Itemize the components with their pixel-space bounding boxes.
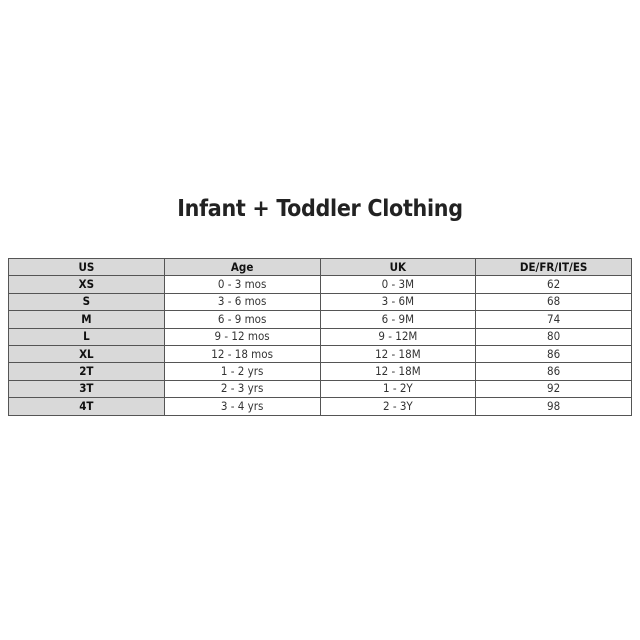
cell-eu: 86 <box>475 344 632 364</box>
cell-age: 3 - 6 mos <box>163 292 321 312</box>
table-row: XL 12 - 18 mos 12 - 18M 86 <box>8 344 632 364</box>
cell-uk: 9 - 12M <box>319 327 477 346</box>
cell-uk: 12 - 18M <box>319 362 477 381</box>
size-chart-table: US Age UK DE/FR/IT/ES XS 0 - 3 mos 0 - 3M 6… <box>8 257 632 416</box>
cell-us: 3T <box>8 379 165 399</box>
cell-age: 6 - 9 mos <box>163 310 321 329</box>
cell-eu: 62 <box>475 275 632 294</box>
cell-us: 2T <box>8 362 165 381</box>
table-header-row: US Age UK DE/FR/IT/ES <box>8 257 632 277</box>
cell-eu: 86 <box>475 362 632 381</box>
header-eu: DE/FR/IT/ES <box>475 257 632 277</box>
table-row: 3T 2 - 3 yrs 1 - 2Y 92 <box>8 379 632 399</box>
cell-uk: 1 - 2Y <box>319 379 477 399</box>
table-row: XS 0 - 3 mos 0 - 3M 62 <box>8 275 632 294</box>
page-title: Infant + Toddler Clothing <box>177 196 463 222</box>
cell-us: L <box>8 327 165 346</box>
cell-us: XS <box>8 275 165 294</box>
table-row: 2T 1 - 2 yrs 12 - 18M 86 <box>8 362 632 381</box>
cell-us: S <box>8 292 165 312</box>
cell-uk: 2 - 3Y <box>319 397 477 416</box>
cell-age: 3 - 4 yrs <box>163 397 321 416</box>
header-us: US <box>8 257 165 277</box>
cell-age: 12 - 18 mos <box>163 344 321 364</box>
cell-us: XL <box>8 344 165 364</box>
header-age: Age <box>163 257 321 277</box>
cell-us: 4T <box>8 397 165 416</box>
cell-age: 9 - 12 mos <box>163 327 321 346</box>
header-uk: UK <box>319 257 477 277</box>
cell-eu: 98 <box>475 397 632 416</box>
cell-uk: 3 - 6M <box>319 292 477 312</box>
cell-uk: 0 - 3M <box>319 275 477 294</box>
table-row: 4T 3 - 4 yrs 2 - 3Y 98 <box>8 397 632 416</box>
cell-age: 2 - 3 yrs <box>163 379 321 399</box>
cell-eu: 92 <box>475 379 632 399</box>
cell-eu: 80 <box>475 327 632 346</box>
cell-age: 0 - 3 mos <box>163 275 321 294</box>
cell-eu: 68 <box>475 292 632 312</box>
cell-eu: 74 <box>475 310 632 329</box>
cell-uk: 12 - 18M <box>319 344 477 364</box>
cell-uk: 6 - 9M <box>319 310 477 329</box>
cell-age: 1 - 2 yrs <box>163 362 321 381</box>
cell-us: M <box>8 310 165 329</box>
